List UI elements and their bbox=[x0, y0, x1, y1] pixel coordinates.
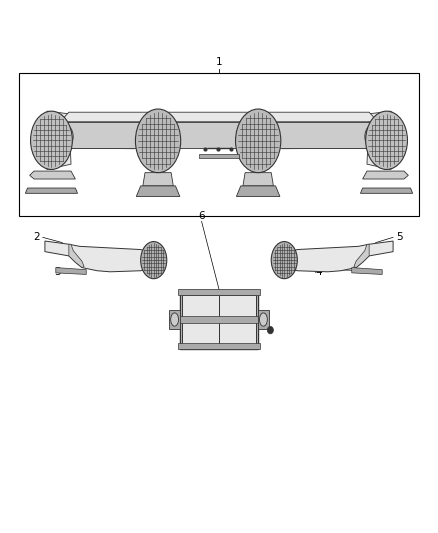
Polygon shape bbox=[182, 134, 234, 147]
Polygon shape bbox=[199, 154, 239, 158]
Ellipse shape bbox=[51, 123, 73, 150]
Bar bbox=[182, 320, 219, 345]
Text: 4: 4 bbox=[316, 267, 322, 277]
Polygon shape bbox=[143, 173, 173, 186]
Polygon shape bbox=[60, 122, 378, 148]
Ellipse shape bbox=[236, 109, 281, 173]
Bar bbox=[169, 310, 180, 329]
Polygon shape bbox=[69, 244, 84, 268]
Bar bbox=[182, 295, 219, 320]
Bar bbox=[219, 295, 256, 320]
Polygon shape bbox=[136, 186, 180, 197]
Polygon shape bbox=[56, 268, 86, 274]
Polygon shape bbox=[45, 241, 158, 272]
Ellipse shape bbox=[365, 123, 387, 150]
Polygon shape bbox=[363, 171, 408, 179]
Bar bbox=[180, 290, 258, 349]
Polygon shape bbox=[237, 186, 280, 197]
Text: 3: 3 bbox=[55, 267, 61, 277]
Text: 1: 1 bbox=[215, 58, 223, 67]
Bar bbox=[180, 316, 258, 322]
Circle shape bbox=[267, 326, 273, 334]
Polygon shape bbox=[30, 171, 75, 179]
Polygon shape bbox=[282, 132, 366, 149]
Text: 2: 2 bbox=[33, 232, 39, 243]
Text: 6: 6 bbox=[198, 211, 205, 221]
Polygon shape bbox=[360, 188, 413, 193]
Ellipse shape bbox=[31, 111, 72, 169]
Ellipse shape bbox=[141, 241, 167, 279]
Polygon shape bbox=[25, 188, 78, 193]
Ellipse shape bbox=[366, 111, 407, 169]
Ellipse shape bbox=[271, 241, 297, 279]
Bar bbox=[178, 343, 260, 349]
Polygon shape bbox=[367, 111, 402, 169]
Polygon shape bbox=[280, 241, 393, 272]
Polygon shape bbox=[352, 268, 382, 274]
Polygon shape bbox=[243, 173, 273, 186]
Bar bbox=[178, 289, 260, 295]
Polygon shape bbox=[354, 244, 369, 268]
Bar bbox=[219, 320, 256, 345]
Polygon shape bbox=[72, 132, 134, 149]
Bar bbox=[19, 73, 419, 216]
Ellipse shape bbox=[135, 109, 181, 173]
Ellipse shape bbox=[171, 313, 179, 326]
Polygon shape bbox=[60, 112, 378, 122]
Text: 5: 5 bbox=[396, 232, 403, 243]
Bar bbox=[258, 310, 269, 329]
Ellipse shape bbox=[259, 313, 267, 326]
Polygon shape bbox=[36, 111, 71, 169]
